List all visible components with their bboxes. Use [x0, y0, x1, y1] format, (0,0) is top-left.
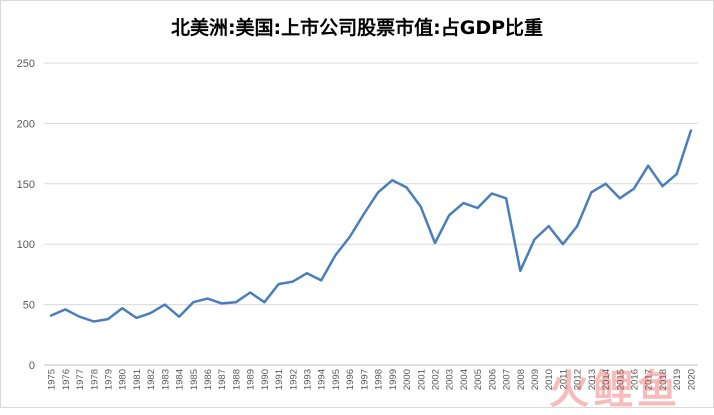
x-tick-label: 2001 — [416, 369, 427, 390]
x-tick-label: 1990 — [260, 369, 271, 390]
x-tick-label: 1984 — [175, 369, 186, 390]
x-tick-label: 2018 — [658, 369, 669, 390]
x-tick-label: 2011 — [558, 369, 569, 389]
y-tick-label: 200 — [17, 118, 35, 130]
x-tick-label: 1979 — [103, 369, 114, 390]
x-tick-label: 1999 — [388, 369, 399, 390]
y-tick-label: 250 — [17, 58, 35, 70]
y-tick-label: 50 — [23, 300, 35, 312]
y-tick-label: 100 — [17, 239, 35, 251]
x-tick-label: 2002 — [430, 369, 441, 390]
x-tick-label: 2005 — [473, 369, 484, 390]
x-tick-label: 2008 — [516, 369, 527, 390]
x-tick-label: 1976 — [61, 369, 72, 390]
x-tick-label: 1982 — [146, 369, 157, 390]
x-tick-label: 1991 — [274, 369, 285, 390]
x-tick-label: 1975 — [47, 369, 58, 390]
x-tick-label: 2010 — [544, 369, 555, 390]
x-tick-label: 1981 — [132, 369, 143, 390]
x-tick-label: 1988 — [231, 369, 242, 390]
x-tick-label: 1986 — [203, 369, 214, 390]
x-tick-label: 2016 — [630, 369, 641, 390]
x-tick-label: 1995 — [331, 369, 342, 390]
y-tick-label: 150 — [17, 179, 35, 191]
x-tick-label: 1993 — [303, 369, 314, 390]
x-tick-label: 1997 — [359, 369, 370, 390]
x-tick-label: 2012 — [573, 369, 584, 390]
x-tick-label: 1980 — [118, 369, 129, 390]
x-tick-label: 2020 — [686, 369, 697, 390]
x-tick-label: 1996 — [345, 369, 356, 390]
x-tick-label: 1977 — [75, 369, 86, 390]
x-tick-label: 2015 — [615, 369, 626, 390]
x-tick-label: 2003 — [445, 369, 456, 390]
x-tick-label: 1992 — [288, 369, 299, 390]
x-tick-label: 2019 — [672, 369, 683, 390]
x-tick-label: 1985 — [189, 369, 200, 390]
x-tick-label: 2006 — [487, 369, 498, 390]
x-tick-label: 1989 — [246, 369, 257, 390]
x-tick-label: 1978 — [89, 369, 100, 390]
series-line — [49, 129, 693, 323]
x-tick-label: 1983 — [160, 369, 171, 390]
x-tick-label: 2013 — [587, 369, 598, 390]
x-tick-label: 2017 — [644, 369, 655, 390]
x-tick-label: 1994 — [317, 369, 328, 390]
x-tick-label: 2014 — [601, 369, 612, 390]
x-tick-label: 1987 — [217, 369, 228, 390]
x-tick-label: 1998 — [374, 369, 385, 390]
x-tick-label: 2009 — [530, 369, 541, 390]
x-tick-label: 2007 — [502, 369, 513, 390]
chart-title: 北美洲:美国:上市公司股票市值:占GDP比重 — [170, 17, 544, 39]
x-tick-label: 2004 — [459, 369, 470, 390]
y-tick-label: 0 — [29, 360, 35, 372]
x-tick-label: 2000 — [402, 369, 413, 390]
